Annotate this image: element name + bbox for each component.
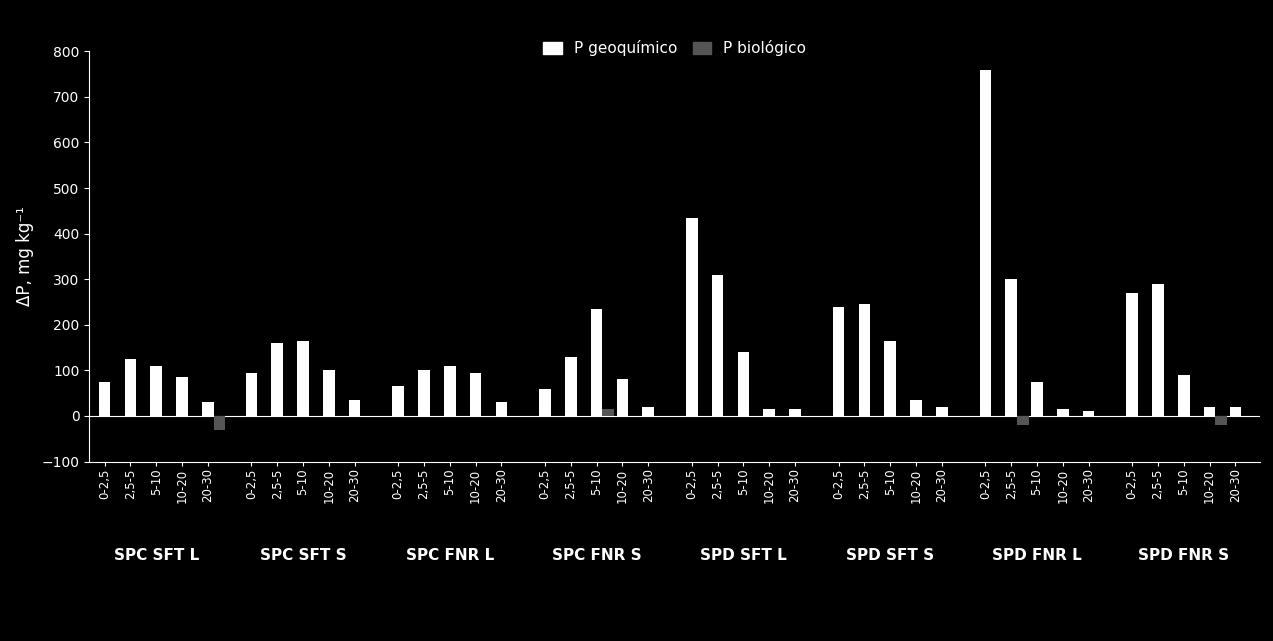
Bar (1083, 412, 1095, 416)
Bar (444, 366, 456, 416)
Bar (99, 382, 111, 416)
Bar (1057, 409, 1068, 416)
Bar (125, 359, 136, 416)
Bar (616, 379, 629, 416)
Bar (1204, 407, 1216, 416)
Bar (297, 341, 309, 416)
Text: SPC FNR S: SPC FNR S (551, 547, 642, 563)
Bar (246, 372, 257, 416)
Bar (176, 377, 188, 416)
Text: SPC SFT S: SPC SFT S (260, 547, 346, 563)
Bar (202, 403, 214, 416)
Bar (495, 403, 507, 416)
Bar (885, 341, 896, 416)
Text: SPC FNR L: SPC FNR L (406, 547, 494, 563)
Bar (214, 416, 225, 429)
Bar (602, 409, 614, 416)
Text: SPD SFT L: SPD SFT L (700, 547, 787, 563)
Bar (349, 400, 360, 416)
Bar (1006, 279, 1017, 416)
Bar (936, 407, 947, 416)
Bar (1152, 284, 1164, 416)
Bar (910, 400, 922, 416)
Bar (392, 387, 404, 416)
Bar (1031, 382, 1043, 416)
Bar (1127, 293, 1138, 416)
Bar (1178, 375, 1189, 416)
Bar (591, 309, 602, 416)
Bar (686, 218, 698, 416)
Bar (323, 370, 335, 416)
Bar (419, 370, 430, 416)
Bar (150, 366, 162, 416)
Text: SPD FNR L: SPD FNR L (992, 547, 1082, 563)
Bar (712, 274, 723, 416)
Bar (980, 69, 992, 416)
Legend: P geoquímico, P biológico: P geoquímico, P biológico (537, 35, 812, 63)
Bar (470, 372, 481, 416)
Bar (833, 306, 844, 416)
Bar (737, 352, 750, 416)
Bar (643, 407, 654, 416)
Bar (540, 388, 551, 416)
Bar (1216, 416, 1227, 425)
Bar (1230, 407, 1241, 416)
Bar (764, 409, 775, 416)
Bar (271, 343, 283, 416)
Y-axis label: ΔP, mg kg⁻¹: ΔP, mg kg⁻¹ (17, 206, 34, 306)
Text: SPD SFT S: SPD SFT S (847, 547, 934, 563)
Text: SPC SFT L: SPC SFT L (113, 547, 199, 563)
Bar (1017, 416, 1029, 425)
Bar (565, 356, 577, 416)
Text: SPD FNR S: SPD FNR S (1138, 547, 1230, 563)
Bar (858, 304, 871, 416)
Bar (789, 409, 801, 416)
